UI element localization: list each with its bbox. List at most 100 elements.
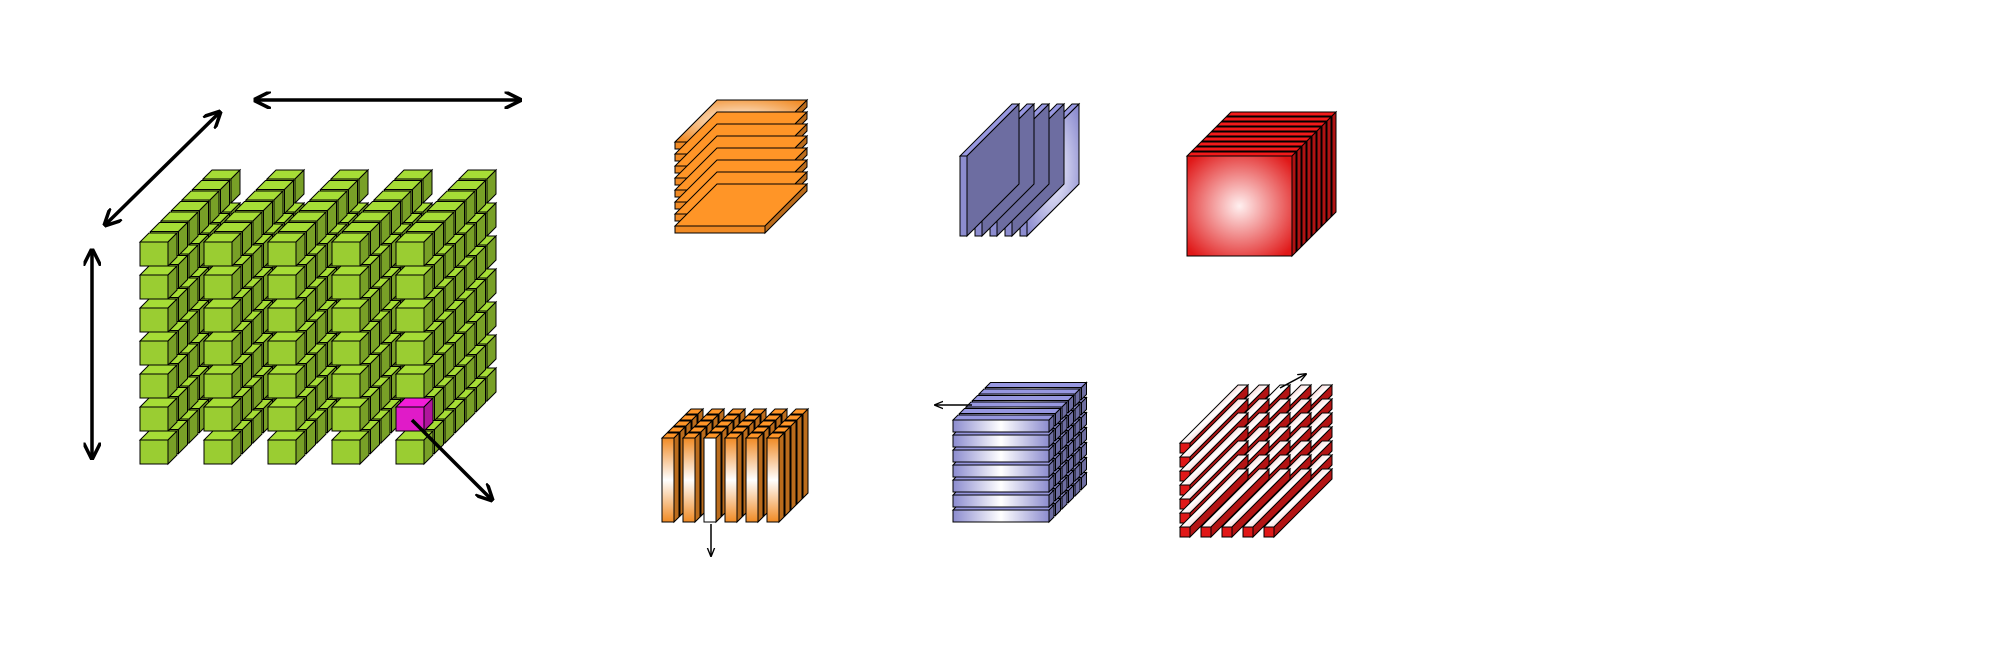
box-front-face [395,241,425,267]
tensor-voxel [202,396,243,433]
tensor-voxel [394,330,435,367]
horizontal-slice [673,182,809,235]
box-side-face [673,431,680,524]
box-side-face [736,431,743,524]
box-front-face [139,241,169,267]
box-side-face [790,419,797,512]
box-side-face [784,425,791,518]
box-side-face [1331,110,1337,218]
tube-fiber [1221,526,1233,538]
column-fibers [660,407,810,556]
tensor-voxel [330,363,371,400]
box-side-face [778,431,785,524]
tensor-voxel-grid [138,168,498,466]
horizontal-slices [673,98,809,235]
box-front-face [267,274,297,300]
box-top-face [971,395,1075,401]
box-front-face [139,406,169,432]
box-front-face [267,241,297,267]
row-fiber [951,428,1056,449]
box-top-face [958,408,1062,414]
column-fiber [660,431,681,524]
box-front-face [1186,155,1293,257]
box-side-face [1311,130,1317,238]
box-front-face [745,437,759,523]
tensor-voxel [330,297,371,334]
box-front-face [674,225,766,234]
box-side-face [694,431,701,524]
box-front-face [682,437,696,523]
box-front-face [952,479,1050,493]
box-front-face [203,439,233,465]
box-side-face [757,431,764,524]
box-front-face [203,274,233,300]
row-fiber [951,488,1056,509]
row-fiber [951,458,1056,479]
box-front-face [331,373,361,399]
box-side-face [1296,145,1302,253]
tube-fiber [1242,526,1254,538]
box-front-face [203,340,233,366]
box-front-face [395,274,425,300]
tensor-voxel [202,429,243,466]
box-front-face [203,406,233,432]
box-front-face [724,437,738,523]
box-front-face [267,439,297,465]
tube-fiber [1263,526,1275,538]
tensor-voxel [330,330,371,367]
box-side-face [1291,150,1297,258]
box-front-face [203,307,233,333]
row-fiber [951,503,1056,524]
box-top-face [1185,151,1298,157]
column-fiber [744,431,765,524]
box-front-face [139,439,169,465]
box-front-face [203,373,233,399]
tensor-voxel [202,363,243,400]
box-front-face [395,439,425,465]
tensor-voxel [394,264,435,301]
slice-stacks [673,98,1338,258]
box-front-face [203,241,233,267]
box-top-face [1220,116,1333,122]
tensor-dimension-arrows [92,100,520,500]
box-front-face [139,340,169,366]
box-top-face [1225,111,1338,117]
box-front-face [331,307,361,333]
tensor-voxel [202,264,243,301]
box-side-face [1301,140,1307,248]
depth-dimension-arrow [105,112,220,225]
box-side-face [796,413,803,506]
tensor-voxel [394,363,435,400]
tensor-voxel [330,264,371,301]
box-front-face [395,307,425,333]
tensor-voxel [266,363,307,400]
box-front-face [331,439,361,465]
box-side-face [802,407,809,500]
tensor-voxel [138,297,179,334]
tensor-voxel [330,231,371,268]
tensor-voxel [266,264,307,301]
tensor-voxel [394,297,435,334]
tensor-voxel [138,330,179,367]
box-front-face [139,274,169,300]
box-front-face [952,464,1050,478]
tensor-voxel [330,429,371,466]
box-top-face [977,388,1082,395]
column-fiber [765,431,786,524]
box-front-face [952,494,1050,508]
box-top-face [1195,141,1308,147]
tube-fiber [1179,526,1191,538]
fiber-bundles [660,374,1334,556]
tensor-voxel [202,297,243,334]
column-fiber [681,431,702,524]
row-fiber [951,473,1056,494]
tensor-voxel [266,396,307,433]
row-fibers [935,381,1088,524]
box-front-face [267,340,297,366]
tensor-voxel [266,429,307,466]
box-front-face [331,406,361,432]
box-top-face [1210,126,1323,132]
tensor-voxel [330,396,371,433]
tube-fiber [1200,526,1212,538]
box-front-face [139,373,169,399]
